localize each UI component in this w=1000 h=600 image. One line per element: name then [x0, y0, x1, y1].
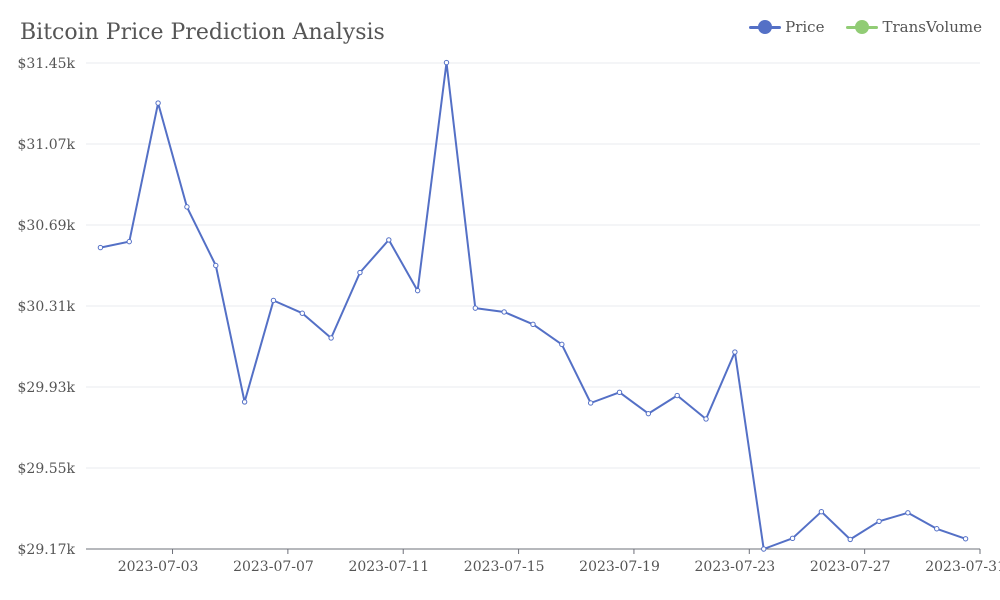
legend-swatch-transvolume [846, 20, 879, 34]
x-tick-label: 2023-07-23 [695, 559, 776, 575]
y-tick-label: $30.31k [18, 299, 76, 315]
price-data-point[interactable] [905, 510, 911, 516]
price-data-point[interactable] [789, 535, 796, 542]
price-data-point[interactable] [934, 526, 940, 532]
legend-label-price: Price [785, 18, 825, 36]
price-data-point[interactable] [357, 269, 363, 276]
price-data-point[interactable] [472, 305, 479, 311]
x-tick-label: 2023-07-03 [118, 559, 199, 575]
chart-title: Bitcoin Price Prediction Analysis [20, 20, 385, 45]
price-data-point[interactable] [761, 546, 767, 552]
legend: Price TransVolume [749, 18, 982, 36]
legend-swatch-price [749, 20, 782, 34]
x-tick-label: 2023-07-11 [348, 559, 429, 575]
price-data-point[interactable] [645, 410, 652, 417]
price-data-point[interactable] [241, 399, 248, 405]
y-tick-label: $31.45k [18, 56, 76, 72]
price-data-point[interactable] [414, 287, 421, 294]
y-tick-label: $29.93k [18, 380, 76, 396]
x-tick-label: 2023-07-07 [233, 559, 314, 575]
price-data-point[interactable] [213, 262, 219, 269]
price-data-point[interactable] [270, 297, 277, 304]
price-data-point[interactable] [530, 321, 536, 328]
x-tick-label: 2023-07-19 [579, 559, 660, 575]
y-tick-label: $31.07k [18, 137, 76, 153]
price-data-point[interactable] [299, 310, 305, 316]
x-tick-label: 2023-07-31 [925, 559, 1000, 575]
price-data-point[interactable] [184, 204, 190, 210]
price-data-point[interactable] [155, 100, 161, 106]
legend-item-transvolume[interactable]: TransVolume [846, 18, 982, 36]
price-data-point[interactable] [97, 244, 104, 251]
x-tick-label: 2023-07-15 [464, 559, 545, 575]
price-data-point[interactable] [616, 389, 623, 396]
price-data-point[interactable] [559, 341, 565, 348]
price-data-point[interactable] [674, 392, 680, 399]
price-data-point[interactable] [732, 349, 738, 355]
price-data-point[interactable] [443, 59, 450, 66]
price-data-point[interactable] [847, 536, 853, 543]
price-data-point[interactable] [587, 400, 594, 406]
price-data-point[interactable] [386, 237, 392, 243]
legend-label-transvolume: TransVolume [882, 18, 982, 36]
y-tick-label: $30.69k [18, 218, 76, 234]
legend-item-price[interactable]: Price [749, 18, 824, 36]
y-tick-label: $29.55k [18, 461, 76, 477]
price-data-point[interactable] [818, 508, 825, 515]
price-data-point[interactable] [876, 518, 882, 524]
price-data-point[interactable] [703, 416, 709, 422]
price-data-point[interactable] [962, 536, 969, 542]
price-data-point[interactable] [126, 238, 132, 245]
y-tick-label: $29.17k [18, 542, 76, 558]
price-data-point[interactable] [328, 335, 334, 341]
x-tick-label: 2023-07-27 [810, 559, 891, 575]
price-data-point[interactable] [501, 309, 507, 315]
